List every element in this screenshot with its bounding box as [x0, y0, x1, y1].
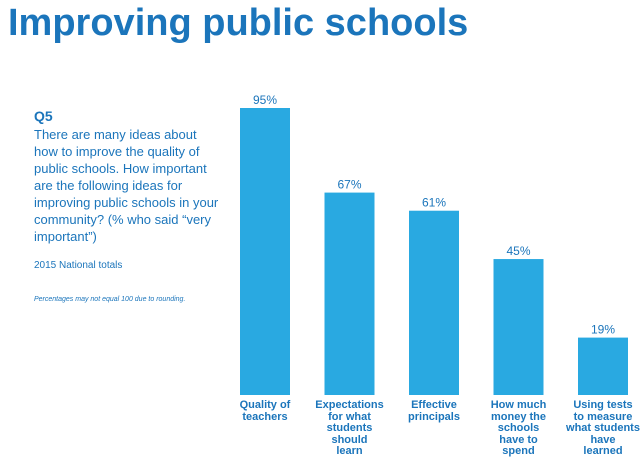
totals-note: 2015 National totals	[34, 260, 123, 271]
value-label-4: 45%	[506, 244, 530, 258]
bar-2	[324, 192, 375, 395]
category-label-1: Quality of teachers	[239, 399, 291, 423]
question-label: Q5	[34, 108, 53, 124]
rounding-footnote: Percentages may not equal 100 due to rou…	[34, 296, 186, 303]
category-label-5: Using tests to measure what students have le…	[566, 399, 640, 457]
page-title: Improving public schools	[8, 2, 469, 44]
value-label-2: 67%	[337, 178, 361, 192]
bar-5	[578, 337, 628, 395]
category-label-3: Effective principals	[408, 399, 460, 423]
value-label-3: 61%	[422, 196, 446, 210]
category-label-4: How much money the schools have to spend	[490, 399, 547, 457]
value-label-5: 19%	[591, 323, 615, 337]
bar-4	[493, 259, 544, 395]
bar-3	[409, 210, 459, 395]
question-text: There are many ideas about how to improv…	[34, 127, 219, 244]
category-label-2: Expectations for what students should learn	[315, 399, 384, 457]
bar-1	[240, 108, 290, 395]
value-label-1: 95%	[253, 93, 277, 107]
